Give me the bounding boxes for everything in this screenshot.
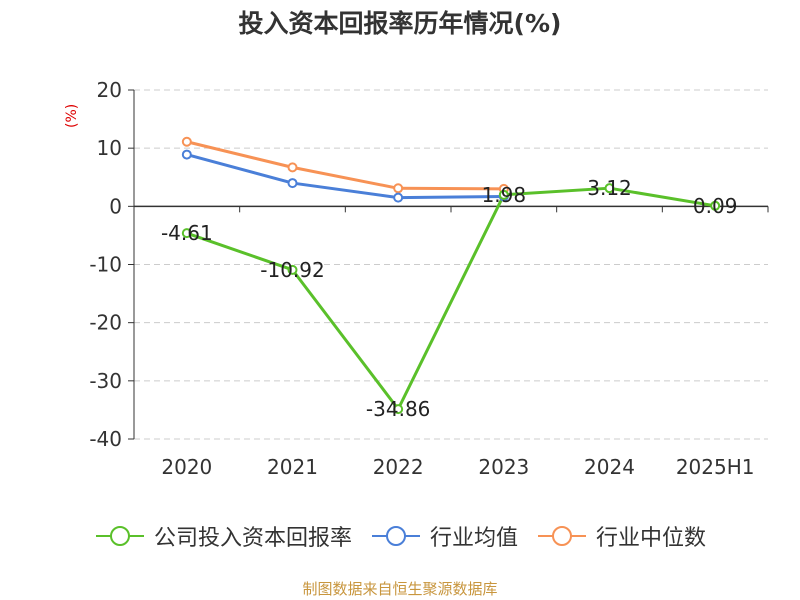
series-line-2 [186,140,504,191]
x-tick-label: 2025H1 [676,455,755,479]
chart-title: 投入资本回报率历年情况(%) [238,9,562,38]
legend-item-company[interactable]: 公司投入资本回报率 [94,520,352,552]
data-point[interactable] [181,228,192,239]
data-points [181,136,721,415]
x-tick-label: 2020 [161,455,212,479]
line-chart: 20 10 0 -10 -20 -30 -40 2020 2021 2022 2023 2024 202… [89,78,769,479]
x-tick-label: 2022 [373,455,424,479]
data-label: -10.92 [260,258,324,282]
data-point[interactable] [287,162,298,173]
legend-marker-industry-mean [371,526,420,546]
y-tick-label: 10 [97,136,122,160]
data-point[interactable] [710,200,721,211]
legend-label-industry-median: 行业中位数 [596,526,707,551]
data-label: 1.98 [482,183,527,207]
legend-label-industry-mean: 行业均值 [429,526,518,551]
data-point[interactable] [498,189,509,200]
y-tick-label: -10 [89,253,122,277]
data-labels: -4.61 -10.92 -34.86 1.98 3.12 0.09 [161,176,737,421]
data-point[interactable] [287,178,298,189]
data-point[interactable] [181,149,192,160]
data-point[interactable] [393,183,404,194]
series-line-1 [186,153,504,200]
y-tick-label: -40 [89,427,122,451]
x-tick-label: 2024 [584,455,635,479]
grid-lines [134,89,768,440]
series-lines [186,140,716,411]
x-tick-label: 2023 [478,455,529,479]
legend-item-industry-mean[interactable]: 行业均值 [370,520,518,552]
data-point[interactable] [393,404,404,415]
data-label: -4.61 [161,221,213,245]
data-point[interactable] [393,192,404,203]
data-label: 3.12 [587,176,632,200]
y-tick-label: 0 [109,194,122,218]
data-point[interactable] [287,264,298,275]
series-line-0 [186,186,716,411]
y-tick-label: 20 [97,78,122,102]
x-tick-label: 2021 [267,455,318,479]
data-label: 0.09 [693,194,738,218]
y-tick-label: -30 [89,369,122,393]
y-tick-label: -20 [89,311,122,335]
legend-label-company: 公司投入资本回报率 [153,526,352,551]
data-point[interactable] [181,136,192,147]
legend-marker-company [95,526,144,546]
data-label: -34.86 [366,397,430,421]
legend: 公司投入资本回报率 行业均值 行业中位数 [0,518,800,554]
data-point[interactable] [604,183,615,194]
legend-marker-industry-median [538,526,586,546]
axes: 20 10 0 -10 -20 -30 -40 2020 2021 2022 2023 2024 202… [89,78,769,479]
data-source: 制图数据来自恒生聚源数据库 [302,580,498,598]
legend-item-industry-median[interactable]: 行业中位数 [536,520,706,552]
